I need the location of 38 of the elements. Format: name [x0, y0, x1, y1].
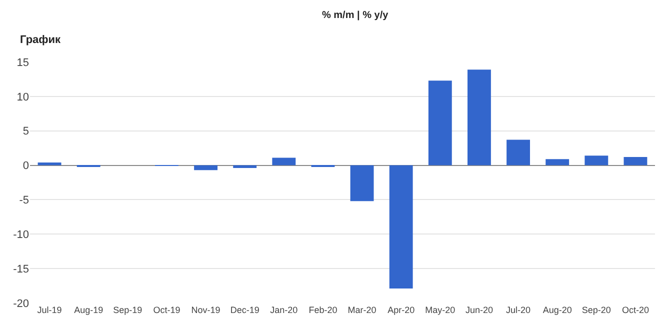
- bar: [546, 159, 570, 166]
- bar: [389, 165, 413, 289]
- y-tick-label: -15: [13, 263, 29, 276]
- x-tick-label: Sep-19: [113, 305, 142, 315]
- x-tick-label: Jan-20: [270, 305, 298, 315]
- bar: [194, 165, 218, 170]
- y-tick-label: 5: [22, 126, 29, 138]
- x-tick-label: Jul-20: [506, 305, 531, 315]
- x-tick-label: Aug-19: [74, 305, 104, 315]
- x-tick-label: Apr-20: [388, 305, 415, 315]
- bar: [38, 162, 62, 166]
- x-tick-label: Oct-19: [153, 305, 180, 315]
- y-tick-label: -5: [19, 194, 29, 207]
- bar: [350, 165, 374, 202]
- x-tick-label: Nov-19: [191, 305, 220, 315]
- y-tick-label: 0: [22, 160, 29, 172]
- bar: [624, 157, 648, 166]
- y-tick-label: 15: [16, 56, 29, 69]
- bar: [233, 165, 257, 168]
- x-tick-label: Mar-20: [348, 305, 376, 315]
- x-tick-label: Jun-20: [465, 305, 493, 315]
- bar: [506, 140, 530, 166]
- y-tick-label: -20: [13, 298, 29, 310]
- x-tick-label: Oct-20: [622, 305, 649, 315]
- bar: [584, 156, 608, 166]
- y-tick-label: -10: [13, 228, 29, 241]
- x-tick-label: Dec-19: [230, 305, 260, 315]
- x-tick-label: Aug-20: [542, 305, 572, 315]
- x-tick-label: Sep-20: [582, 305, 611, 315]
- bar: [468, 70, 491, 166]
- y-tick-label: 10: [16, 91, 29, 104]
- bar: [272, 158, 296, 166]
- x-tick-label: May-20: [425, 305, 456, 315]
- chart-subtitle: % m/m | % y/y: [322, 10, 389, 21]
- x-tick-label: Jul-19: [37, 305, 62, 315]
- chart-title: График: [20, 34, 62, 46]
- bar: [428, 80, 452, 166]
- x-tick-label: Feb-20: [308, 305, 338, 315]
